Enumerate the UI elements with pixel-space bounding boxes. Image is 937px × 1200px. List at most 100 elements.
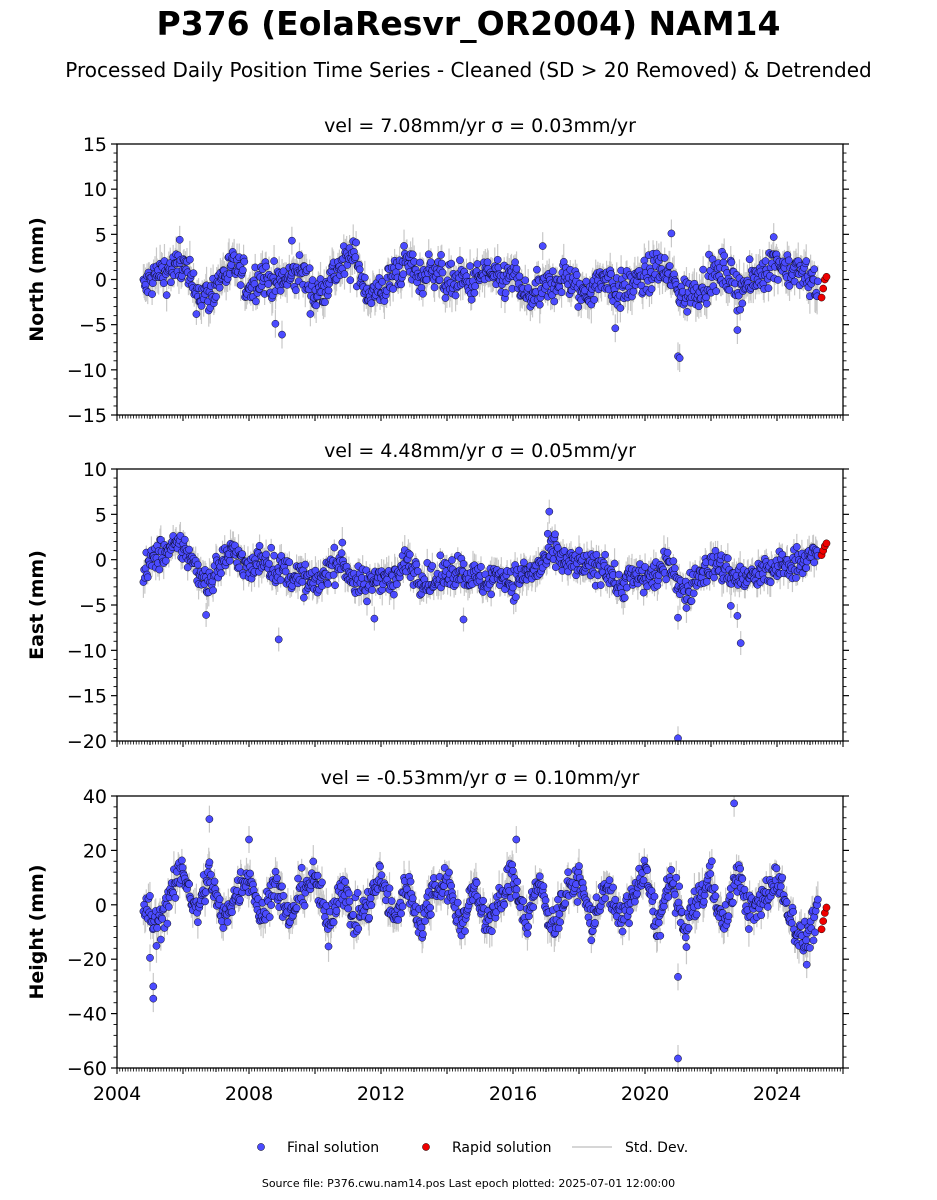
final-point bbox=[545, 507, 554, 516]
final-point bbox=[712, 287, 721, 296]
final-point bbox=[550, 297, 559, 306]
final-point bbox=[301, 560, 310, 569]
final-point bbox=[607, 270, 615, 278]
final-point bbox=[669, 557, 678, 565]
final-point bbox=[512, 593, 520, 601]
final-point bbox=[792, 574, 800, 582]
final-point bbox=[162, 556, 170, 565]
final-point bbox=[512, 264, 521, 273]
final-point bbox=[515, 272, 524, 281]
final-point bbox=[330, 543, 339, 552]
final-point bbox=[236, 281, 245, 289]
final-point bbox=[389, 285, 397, 293]
final-point bbox=[471, 282, 480, 290]
final-point bbox=[733, 612, 742, 620]
final-point bbox=[699, 265, 707, 274]
y-tick-label: −10 bbox=[67, 360, 107, 382]
final-point bbox=[437, 251, 445, 259]
final-point bbox=[288, 236, 296, 245]
final-point bbox=[312, 301, 321, 310]
final-point bbox=[511, 258, 519, 267]
final-point bbox=[175, 235, 184, 244]
final-point bbox=[629, 287, 638, 296]
final-point bbox=[477, 562, 485, 571]
rapid-points-east bbox=[817, 539, 831, 559]
panel-east: −20 −15 −10 −5 0 5 10 vel = 4.48mm/yr σ = 0.05m… bbox=[26, 440, 849, 753]
final-point bbox=[590, 295, 599, 304]
final-point bbox=[167, 278, 175, 287]
final-point bbox=[355, 265, 364, 274]
y-tick-label: 0 bbox=[95, 550, 107, 572]
y-tick-label: −5 bbox=[79, 595, 107, 617]
final-point bbox=[225, 557, 234, 565]
final-point bbox=[305, 264, 314, 272]
final-point bbox=[239, 266, 247, 275]
final-point bbox=[255, 542, 264, 550]
final-point bbox=[674, 613, 682, 622]
final-point bbox=[370, 614, 379, 623]
final-point bbox=[436, 551, 445, 560]
final-point bbox=[769, 233, 778, 241]
y-tick-label: −10 bbox=[67, 640, 107, 662]
x-ticks-north bbox=[116, 415, 844, 421]
final-point bbox=[466, 262, 474, 270]
final-point bbox=[802, 564, 811, 572]
final-point bbox=[240, 257, 249, 266]
final-point bbox=[430, 283, 439, 292]
final-point bbox=[483, 258, 492, 267]
final-point bbox=[814, 277, 822, 286]
y-tick-label: −15 bbox=[67, 405, 107, 427]
final-point bbox=[295, 251, 304, 259]
final-point bbox=[262, 550, 270, 559]
rapid-point bbox=[819, 284, 828, 293]
panel-north: −15 −10 −5 0 5 10 15 vel = 7.08mm/yr σ = 0.03mm… bbox=[26, 115, 849, 427]
y-tick-label: 5 bbox=[95, 504, 107, 526]
final-point bbox=[682, 604, 691, 612]
final-point bbox=[790, 277, 799, 286]
final-point bbox=[459, 560, 468, 568]
final-point bbox=[745, 255, 754, 264]
final-point bbox=[363, 597, 371, 606]
final-point bbox=[639, 588, 648, 597]
final-point bbox=[367, 299, 376, 308]
final-point bbox=[378, 277, 387, 286]
final-point bbox=[724, 554, 732, 563]
final-point bbox=[159, 279, 168, 288]
rapid-point bbox=[822, 272, 831, 281]
final-point bbox=[278, 330, 286, 339]
final-point bbox=[725, 286, 734, 294]
final-point bbox=[802, 257, 811, 265]
final-point bbox=[702, 299, 711, 308]
final-point bbox=[277, 552, 286, 560]
final-point bbox=[217, 569, 225, 578]
final-point bbox=[437, 259, 446, 268]
final-point bbox=[694, 302, 703, 311]
final-point bbox=[549, 267, 557, 276]
final-point bbox=[601, 550, 609, 559]
final-point bbox=[702, 577, 711, 586]
final-point bbox=[346, 276, 355, 284]
final-point bbox=[162, 291, 171, 299]
std-dev-bars-height bbox=[142, 796, 819, 1068]
final-point bbox=[448, 556, 456, 564]
final-point bbox=[538, 242, 547, 250]
final-point bbox=[338, 538, 347, 547]
final-point bbox=[180, 535, 189, 544]
final-point bbox=[215, 283, 224, 292]
final-point bbox=[412, 560, 421, 569]
final-point bbox=[406, 550, 414, 559]
final-point bbox=[183, 563, 192, 572]
final-point bbox=[764, 284, 773, 292]
final-point bbox=[427, 258, 435, 267]
final-point bbox=[524, 284, 533, 292]
final-point bbox=[671, 564, 679, 573]
final-point bbox=[270, 257, 278, 265]
final-point bbox=[675, 354, 684, 362]
final-points-north bbox=[139, 229, 822, 362]
final-point bbox=[308, 276, 317, 284]
std-dev-bars-east bbox=[142, 499, 819, 741]
final-point bbox=[674, 734, 682, 741]
final-point bbox=[192, 310, 201, 318]
final-point bbox=[264, 280, 273, 288]
